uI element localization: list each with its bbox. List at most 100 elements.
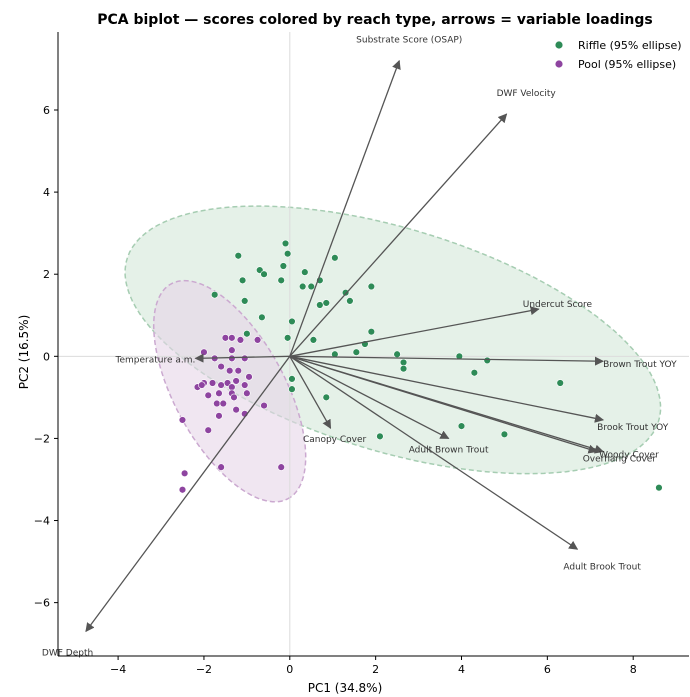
pool-score-point — [228, 383, 236, 391]
pool-score-point — [215, 389, 223, 397]
y-tick-label: −4 — [34, 515, 50, 528]
riffle-score-point — [376, 432, 384, 441]
loading-arrow — [85, 355, 291, 633]
y-tick-label: −2 — [34, 432, 50, 445]
pool-score-point — [241, 354, 249, 363]
y-tick-label: 0 — [43, 350, 50, 363]
riffle-score-point — [234, 252, 242, 260]
loading-arrow — [289, 355, 450, 439]
loading-arrow — [289, 355, 605, 366]
riffle-score-point — [455, 352, 464, 361]
pool-score-point — [228, 354, 236, 363]
pool-score-point — [200, 348, 208, 356]
zero-reference-lines — [58, 32, 689, 656]
pool-score-point — [178, 416, 187, 424]
riffle-score-point — [243, 330, 251, 338]
score-points — [178, 239, 663, 494]
riffle-score-point — [288, 375, 296, 383]
x-tick-label: −2 — [196, 663, 212, 676]
loading-label: Brook Trout YOY — [597, 423, 669, 433]
riffle-score-point — [322, 299, 330, 307]
y-tick-label: 2 — [43, 268, 50, 281]
legend-marker-riffle — [555, 41, 563, 49]
loading-arrow — [289, 306, 540, 357]
riffle-score-point — [288, 385, 296, 393]
riffle-score-point — [283, 334, 292, 342]
riffle-score-point — [322, 393, 330, 402]
pool-score-point — [226, 366, 234, 375]
riffle-score-point — [470, 369, 479, 377]
pool-score-point — [219, 399, 227, 408]
pool-score-point — [228, 334, 236, 342]
riffle-score-point — [346, 297, 354, 305]
legend: Riffle (95% ellipse) Pool (95% ellipse) — [555, 39, 682, 71]
riffle-score-point — [556, 379, 564, 387]
loading-label: Overhang Cover — [583, 455, 657, 465]
riffle-score-point — [341, 288, 350, 297]
loading-label: DWF Velocity — [497, 89, 557, 99]
pool-score-point — [232, 377, 240, 385]
x-tick-label: 4 — [458, 663, 465, 676]
riffle-score-point — [301, 268, 309, 276]
loading-label: Substrate Score (OSAP) — [356, 36, 462, 46]
pool-score-point — [198, 381, 206, 389]
pool-score-point — [204, 426, 212, 434]
pool-score-point — [232, 405, 240, 414]
pool-score-point — [180, 469, 189, 478]
riffle-score-point — [309, 336, 318, 344]
loading-label: Canopy Cover — [303, 435, 367, 445]
y-tick-label: 4 — [43, 186, 50, 199]
riffle-score-point — [500, 430, 509, 439]
pool-score-point — [217, 362, 225, 371]
x-axis-label: PC1 (34.8%) — [308, 681, 383, 695]
x-tick-label: 0 — [286, 663, 293, 676]
riffle-score-point — [283, 249, 292, 258]
pool-score-point — [243, 389, 251, 397]
pool-score-point — [236, 336, 245, 344]
x-tick-label: 8 — [630, 663, 637, 676]
pool-score-point — [178, 486, 187, 494]
riffle-score-point — [210, 291, 219, 299]
pool-score-point — [277, 463, 285, 471]
riffle-score-point — [457, 422, 466, 430]
riffle-score-point — [316, 301, 324, 309]
loading-arrow — [289, 59, 401, 357]
y-axis-label: PC2 (16.5%) — [17, 315, 31, 390]
riffle-score-point — [352, 348, 361, 356]
riffle-score-point — [260, 270, 268, 278]
x-tick-label: 6 — [544, 663, 551, 676]
axes: −4 −2 0 2 4 6 8 −6 −4 −2 0 2 4 6 — [34, 32, 689, 676]
riffle-score-point — [281, 239, 290, 248]
loading-arrow — [289, 113, 508, 357]
loading-arrow — [289, 355, 605, 423]
loading-arrow — [289, 355, 605, 454]
loading-label: Brown Trout YOY — [603, 360, 677, 370]
loading-label: Woody Cover — [599, 451, 659, 461]
riffle-score-point — [277, 276, 285, 285]
loading-label: Undercut Score — [523, 300, 593, 310]
riffle-score-point — [399, 364, 408, 373]
pool-score-point — [217, 381, 225, 389]
riffle-score-point — [238, 276, 247, 285]
riffle-score-point — [483, 356, 491, 365]
loading-arrow — [289, 355, 332, 429]
loading-arrow — [194, 353, 290, 363]
pool-score-point — [245, 373, 253, 381]
riffle-score-point — [331, 254, 339, 262]
pool-score-point — [221, 334, 230, 342]
riffle-score-point — [258, 313, 266, 322]
y-tick-label: −6 — [34, 597, 50, 610]
loading-label: Adult Brown Trout — [409, 445, 489, 455]
riffle-score-point — [298, 282, 307, 291]
pool-score-point — [230, 393, 238, 402]
pool-score-point — [260, 401, 268, 410]
loading-arrow — [289, 355, 579, 550]
riffle-score-point — [655, 483, 663, 492]
pool-score-point — [208, 379, 217, 387]
x-tick-label: −4 — [110, 663, 126, 676]
riffle-score-point — [307, 282, 315, 291]
riffle-score-point — [279, 262, 288, 270]
pool-score-point — [217, 463, 225, 471]
loading-label: Adult Brook Trout — [563, 562, 641, 572]
